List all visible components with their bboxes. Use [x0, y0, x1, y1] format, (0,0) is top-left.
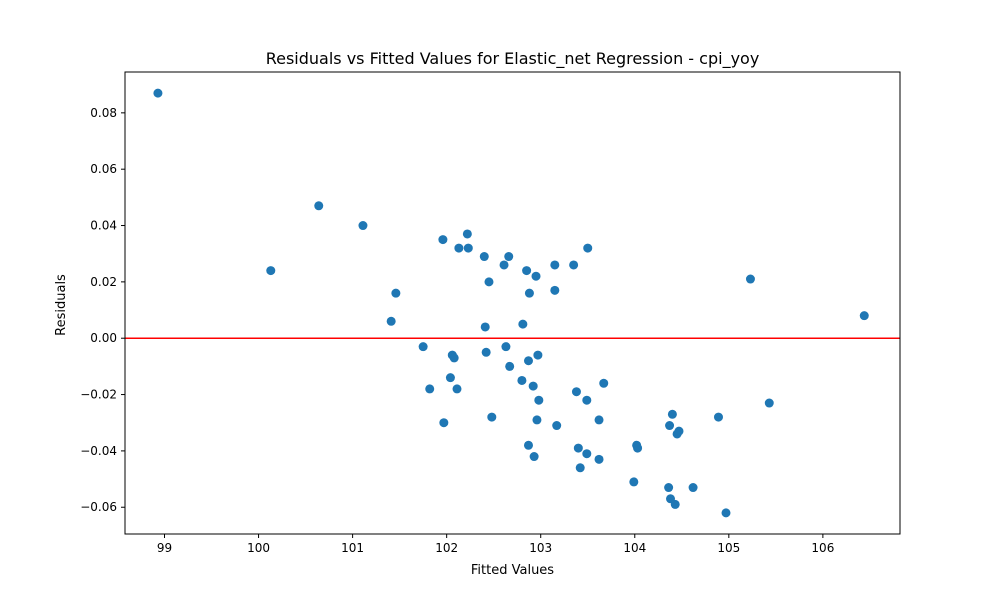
data-point — [522, 266, 532, 276]
data-point — [599, 378, 609, 388]
x-tick-label: 106 — [811, 541, 834, 555]
data-point — [463, 243, 473, 253]
data-point — [391, 288, 401, 298]
data-point — [594, 415, 604, 425]
data-point — [438, 235, 448, 245]
x-tick-label: 103 — [529, 541, 552, 555]
data-point — [501, 342, 511, 352]
data-point — [452, 384, 462, 394]
x-tick-label: 99 — [157, 541, 172, 555]
y-tick-label: −0.06 — [80, 500, 117, 514]
data-point — [569, 260, 579, 270]
data-point — [445, 373, 455, 383]
x-tick-label: 104 — [623, 541, 646, 555]
data-point — [523, 356, 533, 366]
data-point — [552, 421, 562, 431]
data-point — [665, 421, 675, 431]
data-point — [582, 449, 592, 459]
y-tick-label: 0.06 — [90, 162, 117, 176]
data-point — [517, 375, 527, 385]
data-points — [153, 88, 869, 518]
y-axis-ticks: −0.06 −0.04 −0.02 0.00 0.02 0.04 0.06 0.08 — [80, 106, 125, 514]
data-point — [524, 288, 534, 298]
y-axis-label: Residuals — [54, 274, 69, 336]
data-point — [533, 350, 543, 360]
x-axis-ticks: 99 100 101 102 103 104 105 106 — [157, 534, 834, 555]
data-point — [721, 508, 731, 518]
y-tick-label: 0.08 — [90, 106, 117, 120]
data-point — [674, 426, 684, 436]
data-point — [573, 443, 583, 453]
data-point — [713, 412, 723, 422]
data-point — [529, 452, 539, 462]
data-point — [505, 361, 515, 371]
data-point — [386, 316, 396, 326]
data-point — [534, 395, 544, 405]
data-point — [764, 398, 774, 408]
data-point — [314, 201, 324, 211]
data-point — [582, 395, 592, 405]
data-point — [481, 347, 491, 357]
data-point — [480, 322, 490, 332]
data-point — [550, 260, 560, 270]
data-point — [499, 260, 509, 270]
data-point — [550, 285, 560, 295]
data-point — [633, 443, 643, 453]
data-point — [418, 342, 428, 352]
data-point — [484, 277, 494, 287]
data-point — [358, 221, 368, 231]
data-point — [532, 415, 542, 425]
x-tick-label: 100 — [247, 541, 270, 555]
y-tick-label: −0.04 — [80, 444, 117, 458]
data-point — [859, 311, 869, 321]
data-point — [425, 384, 435, 394]
data-point — [523, 440, 533, 450]
data-point — [594, 454, 604, 464]
data-point — [571, 387, 581, 397]
data-point — [487, 412, 497, 422]
y-tick-label: 0.04 — [90, 219, 117, 233]
data-point — [667, 409, 677, 419]
data-point — [531, 271, 541, 281]
data-point — [462, 229, 472, 239]
y-tick-label: 0.00 — [90, 331, 117, 345]
y-tick-label: −0.02 — [80, 388, 117, 402]
data-point — [518, 319, 528, 329]
data-point — [439, 418, 449, 428]
data-point — [266, 266, 276, 276]
y-tick-label: 0.02 — [90, 275, 117, 289]
data-point — [629, 477, 639, 487]
data-point — [583, 243, 593, 253]
plot-area-frame — [124, 71, 901, 535]
data-point — [504, 252, 514, 262]
data-point — [664, 483, 674, 493]
data-point — [479, 252, 489, 262]
data-point — [454, 243, 464, 253]
x-axis-label: Fitted Values — [471, 563, 554, 578]
data-point — [528, 381, 538, 391]
data-point — [153, 88, 163, 98]
x-tick-label: 105 — [717, 541, 740, 555]
data-point — [449, 353, 459, 363]
data-point — [688, 483, 698, 493]
chart-title: Residuals vs Fitted Values for Elastic_n… — [266, 49, 760, 69]
x-tick-label: 102 — [435, 541, 458, 555]
data-point — [670, 499, 680, 509]
data-point — [575, 463, 585, 473]
data-point — [745, 274, 755, 284]
x-tick-label: 101 — [341, 541, 364, 555]
